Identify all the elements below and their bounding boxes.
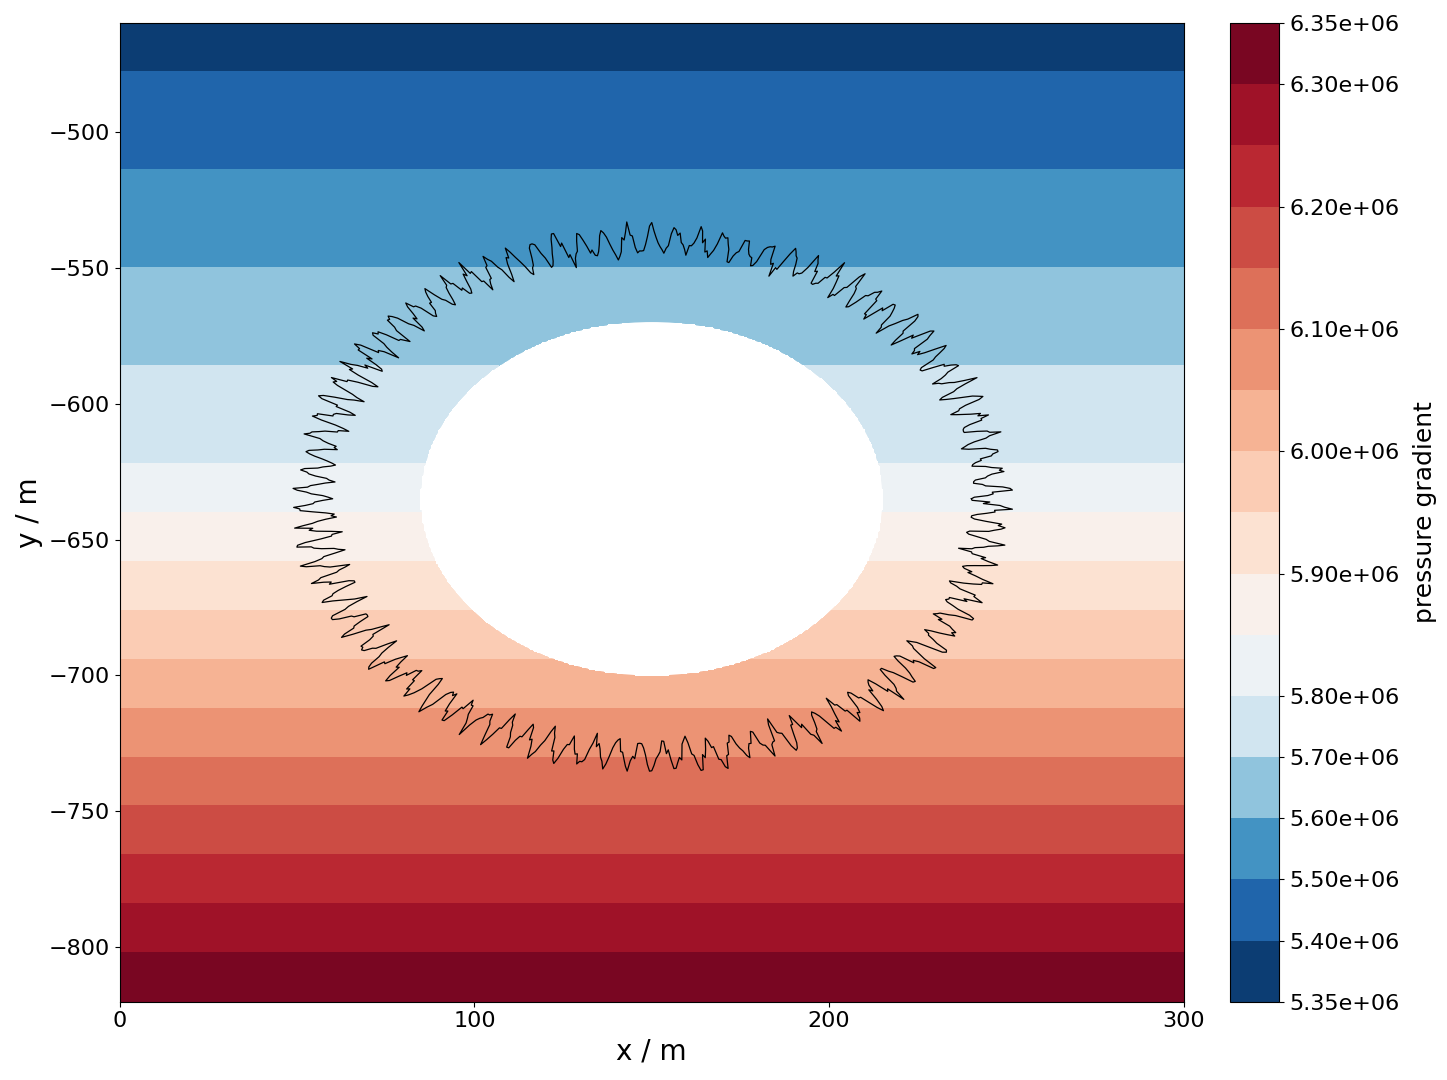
Y-axis label: pressure gradient: pressure gradient <box>1414 402 1437 623</box>
Y-axis label: y / m: y / m <box>14 477 43 548</box>
X-axis label: x / m: x / m <box>616 1037 687 1065</box>
Circle shape <box>421 322 883 675</box>
